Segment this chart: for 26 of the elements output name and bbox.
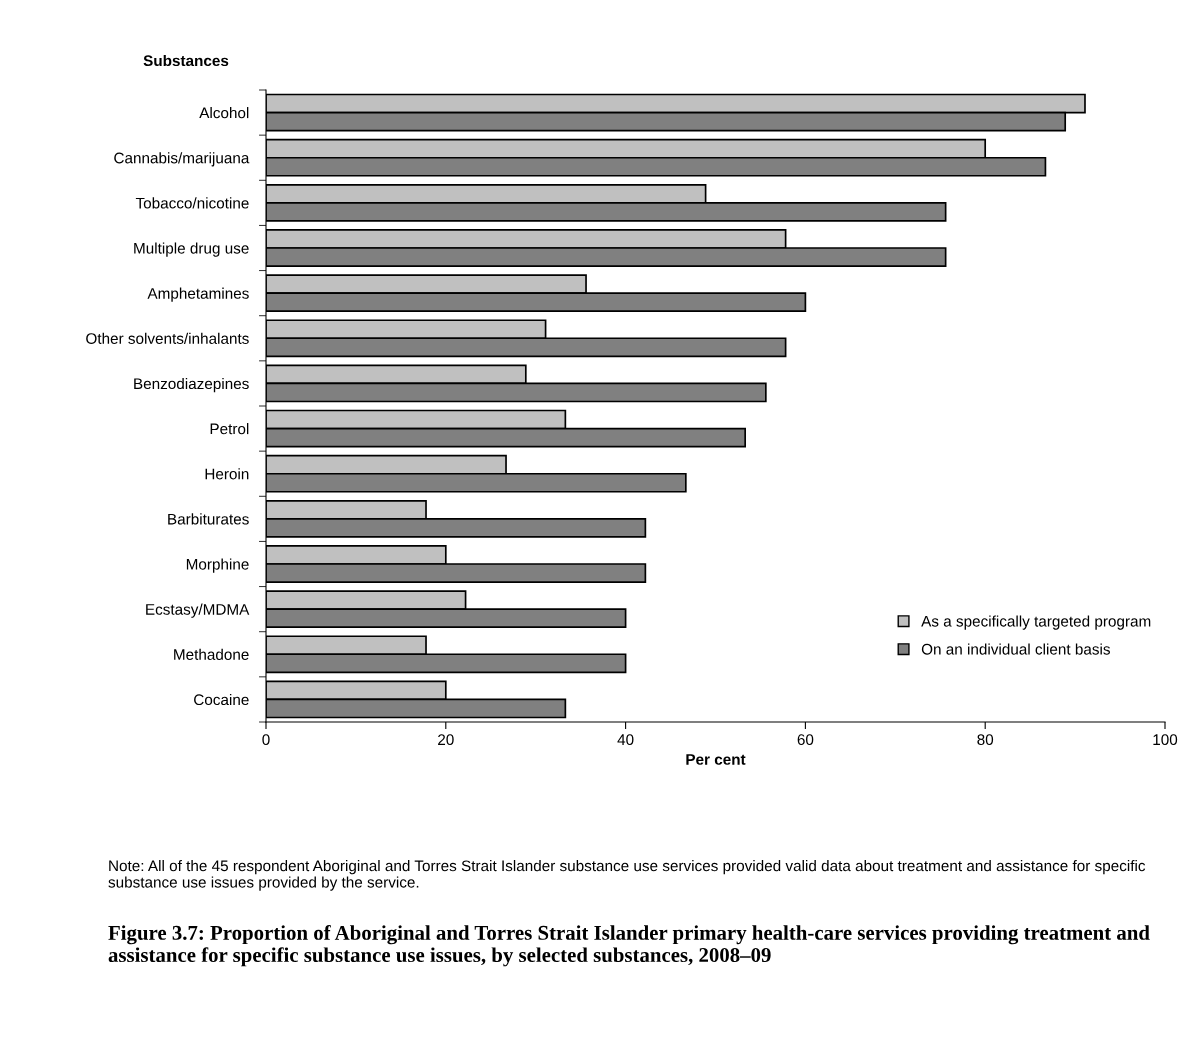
y-tick-label: Barbiturates bbox=[168, 513, 249, 525]
y-tick-label: Benzodiazepines bbox=[134, 377, 249, 393]
x-tick-label: 40 bbox=[617, 734, 634, 746]
text: Note: All of the 45 respondent Aboriginal and Torres Strait Islander substance use services provided valid data about treatment and assistance for specific substance use issues provided by the service. bbox=[108, 860, 1146, 891]
y-tick-label: Ecstasy/MDMA bbox=[146, 603, 250, 618]
y-tick-label: Cannabis/marijuana bbox=[114, 152, 250, 167]
y-tick-label: Other solvents/inhalants bbox=[86, 332, 249, 344]
y-tick-label: Multiple drug use bbox=[134, 242, 249, 257]
y-tick-label: Tobacco/nicotine bbox=[135, 197, 249, 209]
y-tick-label: Morphine bbox=[186, 558, 249, 573]
y-tick-label: Amphetamines bbox=[147, 287, 249, 302]
y-tick-label: Methadone bbox=[174, 648, 249, 660]
y-tick-label: Alcohol bbox=[199, 107, 249, 119]
x-tick-label: 80 bbox=[977, 734, 994, 746]
y-tick-label: Heroin bbox=[205, 468, 249, 480]
x-tick-label: 100 bbox=[1153, 734, 1178, 746]
x-tick-label: 0 bbox=[262, 734, 270, 746]
x-axis-title: Per cent bbox=[686, 754, 746, 765]
legend-label: As a specifically targeted program bbox=[921, 615, 1151, 630]
x-tick-label: 60 bbox=[797, 734, 814, 746]
y-tick-label: Cocaine bbox=[194, 693, 249, 706]
legend-label: On an individual client basis bbox=[921, 643, 1110, 655]
x-tick-label: 20 bbox=[438, 734, 454, 746]
y-tick-label: Petrol bbox=[210, 423, 249, 435]
text: Figure 3.7: Proportion of Aboriginal and Torres Strait Islander primary health-care services providing treatment and assistance for specific substance use issues, by selected substances, 2008–09 bbox=[108, 925, 1150, 967]
y-axis-title: Substances bbox=[143, 54, 229, 67]
